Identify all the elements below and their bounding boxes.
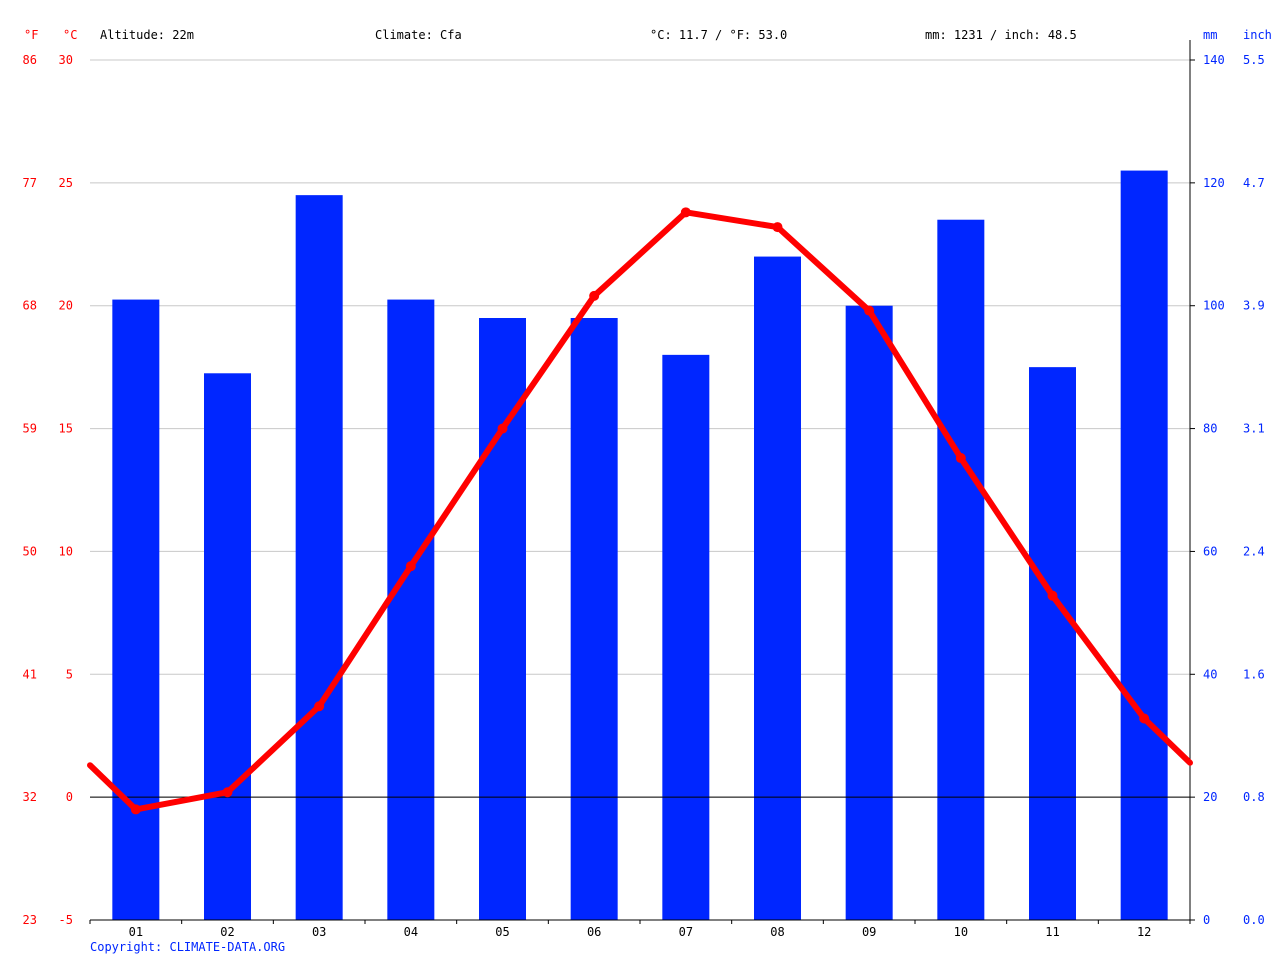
altitude-label: Altitude: 22m bbox=[100, 28, 194, 42]
precipitation-bar bbox=[754, 256, 801, 921]
mm-tick-label: 100 bbox=[1203, 299, 1225, 313]
x-tick-label: 01 bbox=[129, 925, 143, 939]
precipitation-bar bbox=[1029, 367, 1076, 921]
temperature-point bbox=[497, 423, 508, 434]
mm-unit-label: mm bbox=[1203, 28, 1218, 42]
temperature-point bbox=[130, 804, 141, 815]
x-tick-label: 03 bbox=[312, 925, 326, 939]
mm-tick-label: 20 bbox=[1203, 790, 1217, 804]
temperature-point bbox=[680, 207, 691, 218]
mm-tick-label: 140 bbox=[1203, 53, 1225, 67]
celsius-tick-label: 15 bbox=[59, 422, 73, 436]
x-tick-label: 05 bbox=[495, 925, 509, 939]
precipitation-bar bbox=[570, 318, 618, 920]
x-tick-label: 07 bbox=[679, 925, 693, 939]
temperature-point bbox=[955, 453, 966, 464]
celsius-unit-label: °C bbox=[63, 28, 78, 42]
celsius-tick-label: -5 bbox=[59, 913, 73, 927]
celsius-tick-label: 10 bbox=[59, 544, 73, 558]
fahrenheit-tick-label: 59 bbox=[23, 422, 37, 436]
fahrenheit-tick-label: 32 bbox=[23, 790, 37, 804]
fahrenheit-tick-label: 41 bbox=[23, 667, 37, 681]
fahrenheit-tick-label: 68 bbox=[23, 299, 37, 313]
temperature-point bbox=[405, 561, 416, 572]
inch-unit-label: inch bbox=[1243, 28, 1272, 42]
fahrenheit-tick-label: 23 bbox=[23, 913, 37, 927]
x-tick-label: 04 bbox=[404, 925, 418, 939]
temperature-point bbox=[314, 701, 325, 712]
fahrenheit-tick-label: 77 bbox=[23, 176, 37, 190]
temperature-line bbox=[87, 209, 1193, 813]
x-tick-label: 12 bbox=[1137, 925, 1151, 939]
temperature-point bbox=[772, 222, 783, 233]
fahrenheit-unit-label: °F bbox=[24, 28, 39, 42]
mm-tick-label: 120 bbox=[1203, 176, 1225, 190]
precipitation-bar bbox=[937, 219, 985, 920]
copyright-link[interactable]: Copyright: CLIMATE-DATA.ORG bbox=[90, 940, 286, 954]
celsius-tick-label: 20 bbox=[59, 299, 73, 313]
temperature-point bbox=[1047, 590, 1058, 601]
inch-tick-label: 0.8 bbox=[1243, 790, 1265, 804]
temperature-average-label: °C: 11.7 / °F: 53.0 bbox=[650, 28, 788, 42]
mm-tick-label: 40 bbox=[1203, 667, 1217, 681]
inch-tick-label: 3.9 bbox=[1243, 299, 1265, 313]
precipitation-bar bbox=[479, 318, 526, 920]
celsius-tick-label: 25 bbox=[59, 176, 73, 190]
mm-tick-label: 60 bbox=[1203, 544, 1217, 558]
precipitation-total-label: mm: 1231 / inch: 48.5 bbox=[925, 28, 1077, 42]
x-tick-label: 10 bbox=[954, 925, 968, 939]
inch-tick-label: 5.5 bbox=[1243, 53, 1265, 67]
fahrenheit-tick-label: 86 bbox=[23, 53, 37, 67]
celsius-tick-label: 5 bbox=[66, 667, 73, 681]
celsius-tick-label: 0 bbox=[66, 790, 73, 804]
precipitation-bar bbox=[662, 354, 710, 920]
precipitation-bar bbox=[387, 299, 435, 921]
celsius-tick-label: 30 bbox=[59, 53, 73, 67]
x-tick-label: 06 bbox=[587, 925, 601, 939]
mm-tick-label: 0 bbox=[1203, 913, 1210, 927]
inch-tick-label: 2.4 bbox=[1243, 544, 1265, 558]
precipitation-bar bbox=[112, 299, 160, 921]
inch-tick-label: 3.1 bbox=[1243, 422, 1265, 436]
inch-tick-label: 4.7 bbox=[1243, 176, 1265, 190]
inch-tick-label: 0.0 bbox=[1243, 913, 1265, 927]
x-tick-label: 09 bbox=[862, 925, 876, 939]
temperature-point bbox=[222, 787, 233, 798]
mm-tick-label: 80 bbox=[1203, 422, 1217, 436]
temperature-point bbox=[864, 305, 875, 316]
inch-tick-label: 1.6 bbox=[1243, 667, 1265, 681]
temperature-point bbox=[1139, 713, 1150, 724]
temperature-point bbox=[589, 290, 600, 301]
x-tick-label: 08 bbox=[770, 925, 784, 939]
climate-label: Climate: Cfa bbox=[375, 28, 462, 42]
precipitation-bar bbox=[295, 195, 343, 921]
precipitation-bar bbox=[845, 305, 893, 920]
x-tick-label: 02 bbox=[220, 925, 234, 939]
precipitation-bar bbox=[204, 373, 251, 920]
precipitation-bar bbox=[1120, 170, 1168, 921]
x-tick-label: 11 bbox=[1045, 925, 1059, 939]
fahrenheit-tick-label: 50 bbox=[23, 544, 37, 558]
